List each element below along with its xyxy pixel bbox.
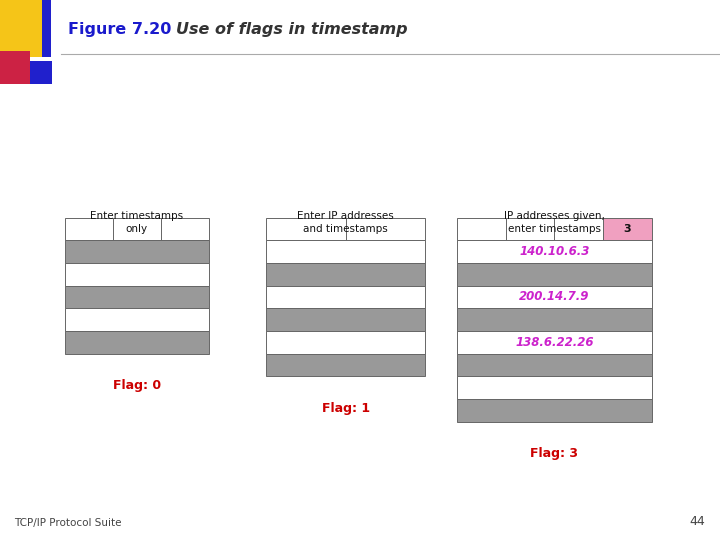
Text: Enter IP addresses
and timestamps: Enter IP addresses and timestamps [297,211,394,233]
Bar [457,331,652,354]
Bar [65,308,209,331]
Bar [65,263,209,286]
Bar [457,263,652,286]
Bar [266,218,346,240]
Bar [266,263,425,286]
Bar [266,354,425,376]
Bar [457,354,652,376]
Text: 200.14.7.9: 200.14.7.9 [519,291,590,303]
Bar [457,240,652,263]
Bar [266,286,425,308]
Bar [457,376,652,399]
Bar [266,240,425,263]
Bar [457,286,652,308]
Text: 140.10.6.3: 140.10.6.3 [519,245,590,258]
Bar [65,286,209,308]
Text: Flag: 1: Flag: 1 [322,402,369,415]
Bar [65,218,113,240]
Bar [554,218,603,240]
Bar [42,0,51,57]
Text: IP addresses given,
enter timestamps: IP addresses given, enter timestamps [504,211,605,233]
Bar [505,218,554,240]
Text: Enter timestamps
only: Enter timestamps only [90,211,184,233]
Text: Figure 7.20: Figure 7.20 [68,22,172,37]
Text: 3: 3 [624,224,631,234]
Bar [65,240,209,263]
Text: 44: 44 [690,515,706,528]
Bar [0,51,30,84]
Bar [603,218,652,240]
Bar [30,61,52,84]
Text: Use of flags in timestamp: Use of flags in timestamp [176,22,408,37]
Bar [266,331,425,354]
Text: Flag: 0: Flag: 0 [113,379,161,392]
Bar [457,218,505,240]
Text: Flag: 3: Flag: 3 [531,447,578,460]
Text: 138.6.22.26: 138.6.22.26 [515,336,594,349]
Bar [457,399,652,422]
Bar [346,218,425,240]
Bar [457,308,652,331]
Bar [113,218,161,240]
Bar [266,308,425,331]
Text: TCP/IP Protocol Suite: TCP/IP Protocol Suite [14,518,122,528]
Bar [65,331,209,354]
Bar [161,218,209,240]
Bar [0,0,42,57]
